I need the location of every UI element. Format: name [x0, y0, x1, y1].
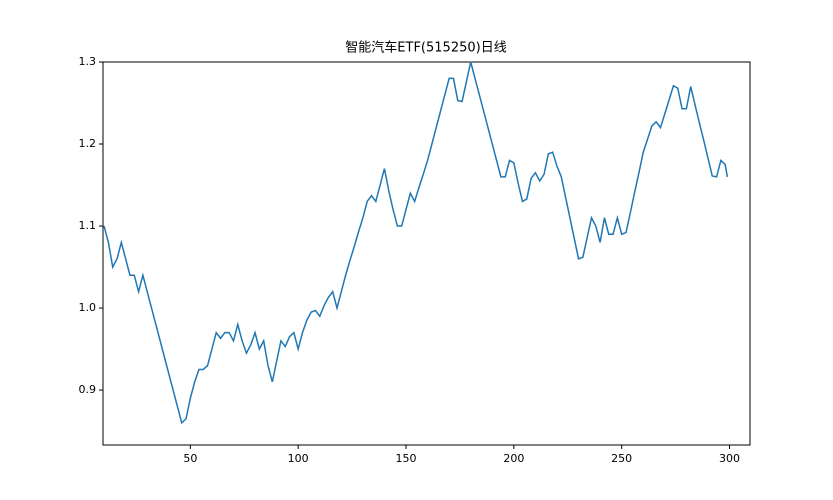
x-tick-label: 300	[719, 452, 740, 465]
x-tick-label: 200	[503, 452, 524, 465]
y-tick-label: 0.9	[79, 383, 97, 396]
x-tick-label: 100	[288, 452, 309, 465]
chart-title: 智能汽车ETF(515250)日线	[345, 40, 506, 56]
y-tick-label: 1.2	[79, 137, 97, 150]
x-tick-label: 250	[611, 452, 632, 465]
x-tick-label: 150	[396, 452, 417, 465]
x-tick-label: 50	[183, 452, 197, 465]
y-tick-label: 1.3	[79, 55, 97, 68]
price-line	[103, 61, 729, 425]
y-tick-label: 1.0	[79, 301, 97, 314]
y-tick-label: 1.1	[79, 219, 97, 232]
plot-frame	[102, 61, 751, 446]
